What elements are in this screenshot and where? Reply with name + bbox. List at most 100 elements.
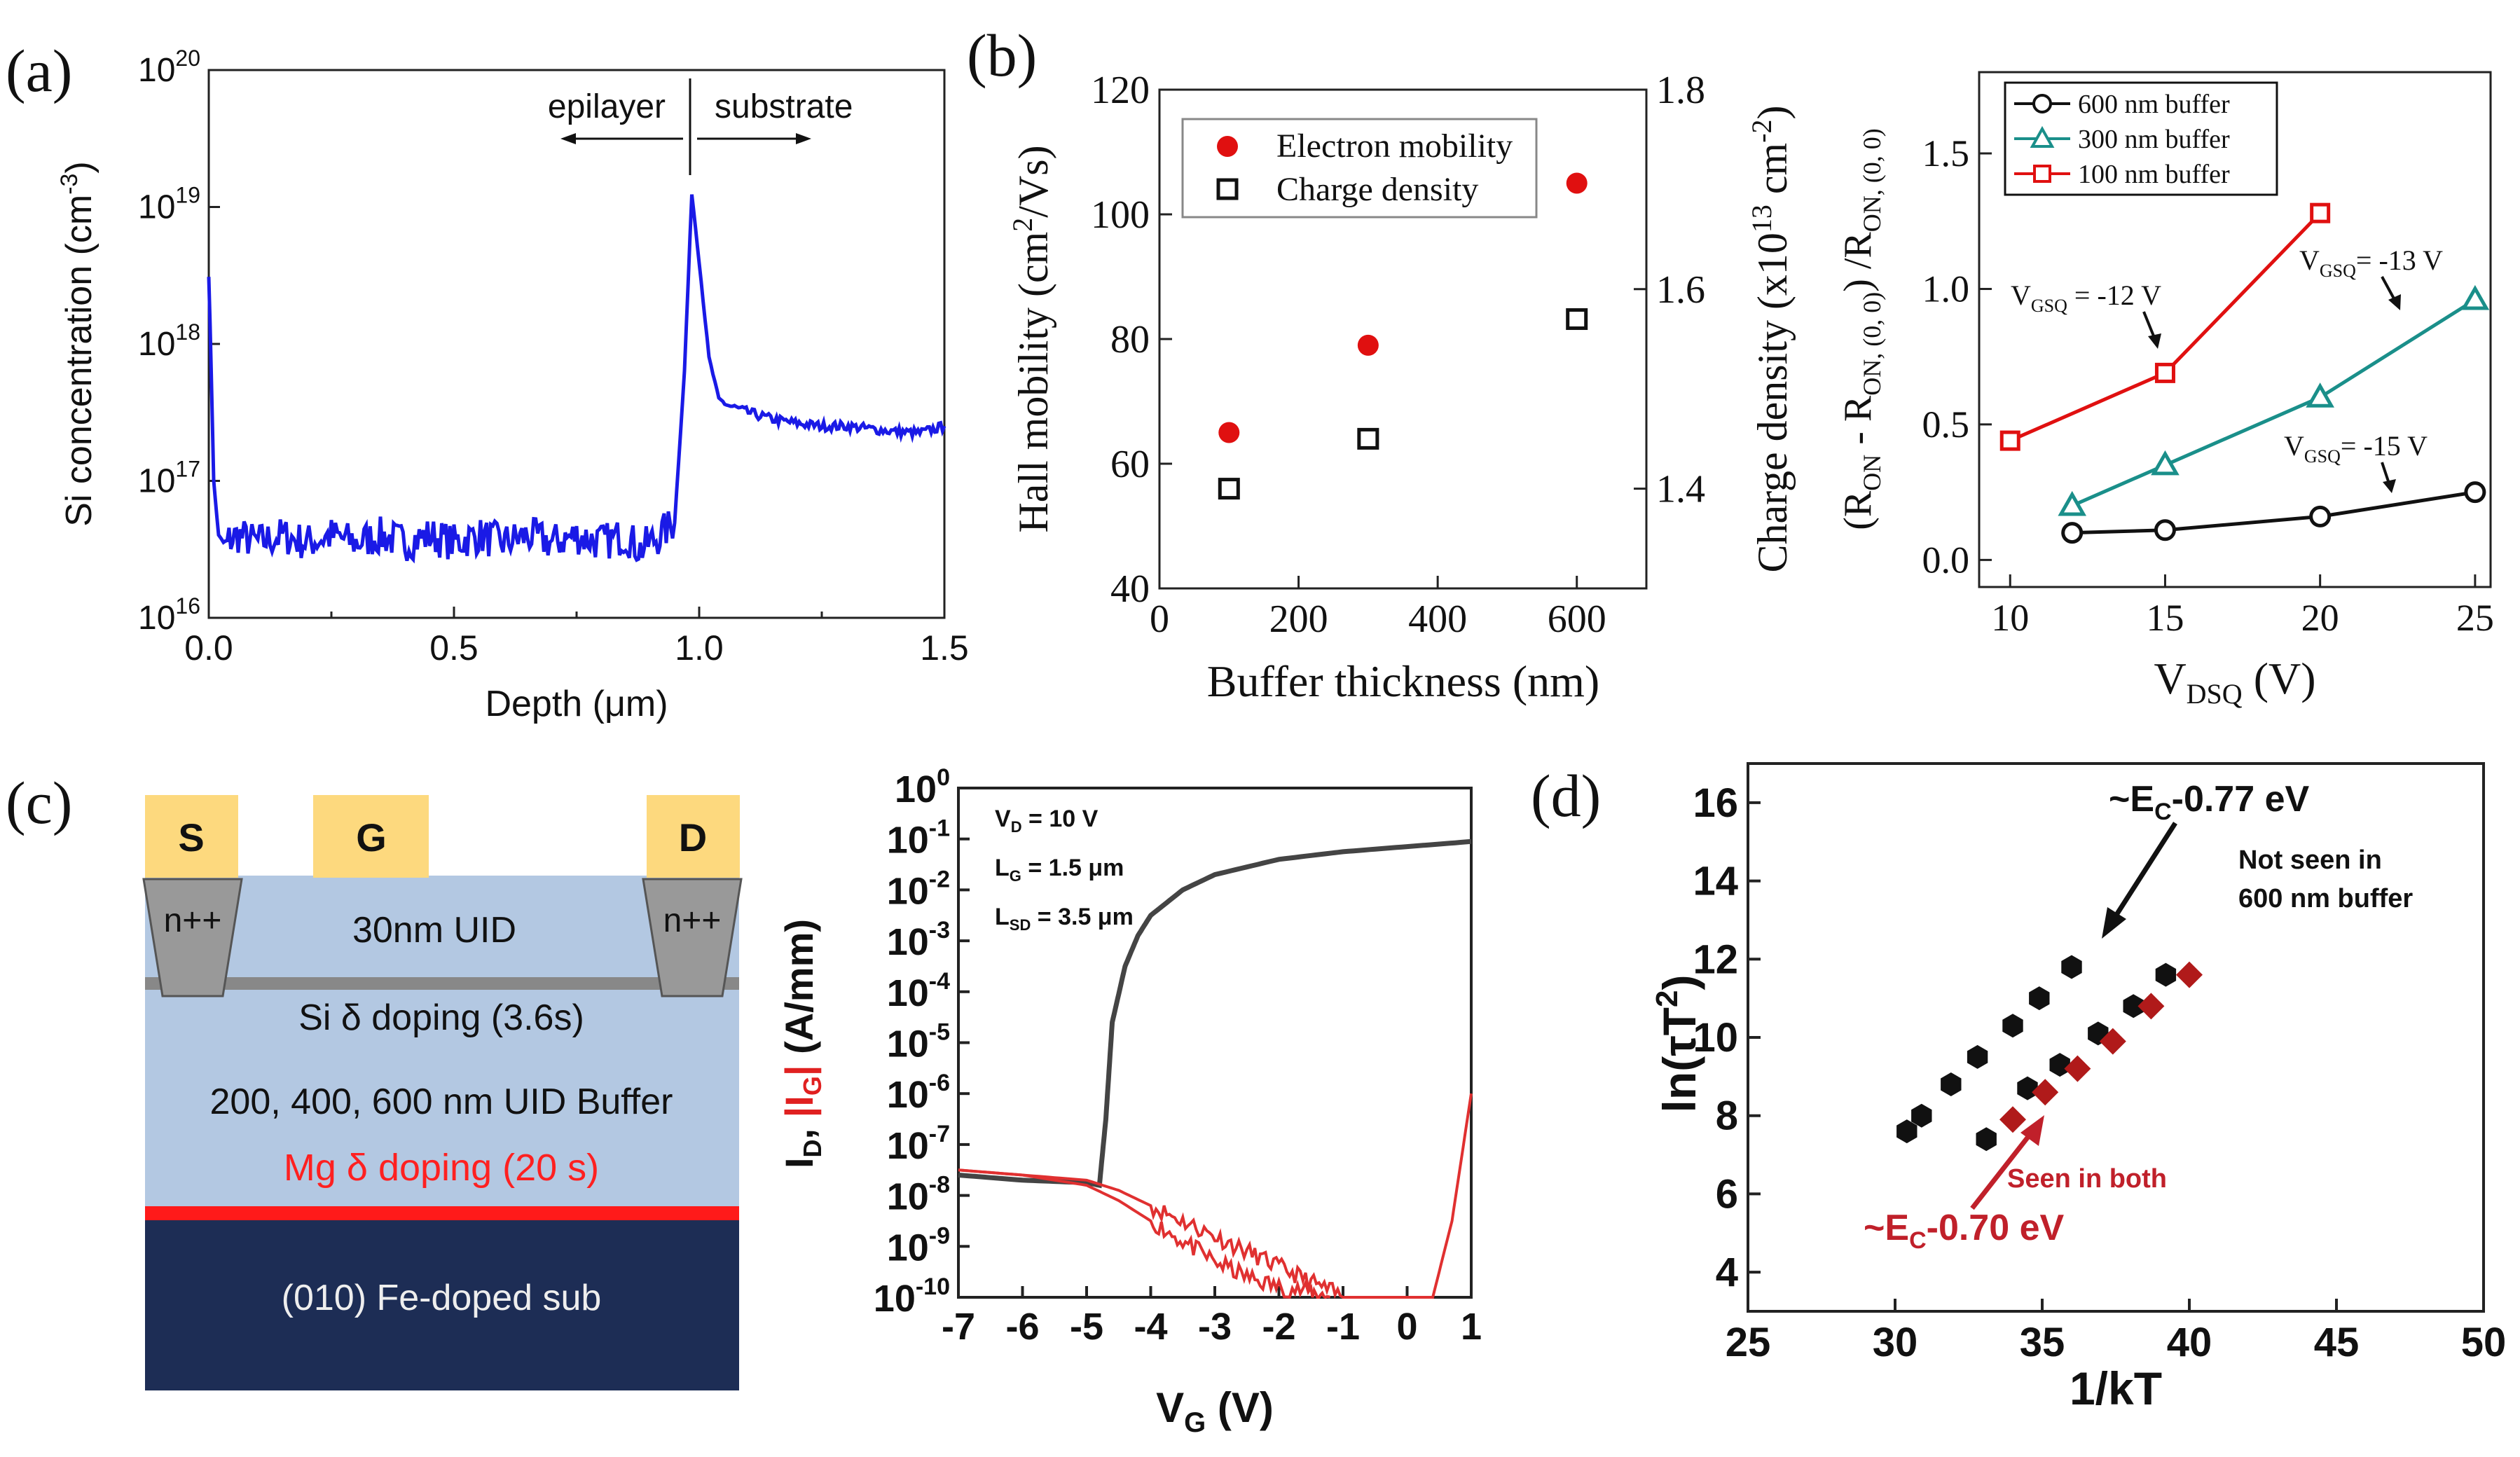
layer-label-sub: (010) Fe-doped sub bbox=[282, 1278, 602, 1318]
chart-d-ytick-label: 8 bbox=[1716, 1093, 1738, 1139]
chart-b2-xlabel: VDSQ (V) bbox=[2154, 654, 2315, 710]
chart-d-point-hex bbox=[2061, 955, 2081, 979]
chart-c2-ytick-label: 10-1 bbox=[887, 815, 950, 862]
chart-d-arrowhead-077 bbox=[2102, 907, 2126, 939]
chart-c2-xlabel: VG (V) bbox=[1156, 1384, 1274, 1438]
chart-b1-xlabel: Buffer thickness (nm) bbox=[1207, 656, 1599, 706]
chart-b2-point bbox=[2464, 289, 2486, 308]
chart-b2-line-1 bbox=[2072, 300, 2475, 506]
chart-a-line bbox=[209, 195, 944, 561]
chart-d-ylabel: ln(τT2) bbox=[1650, 975, 1705, 1113]
chart-c2-xtick-label: -2 bbox=[1262, 1306, 1295, 1348]
chart-d-arrow-077 bbox=[2110, 823, 2175, 925]
chart-b1-point-charge bbox=[1220, 480, 1238, 498]
chart-c2-ytick-label: 10-7 bbox=[887, 1121, 950, 1167]
chart-b2-point bbox=[2309, 386, 2332, 406]
chart-d-annot-seenboth: Seen in both bbox=[2007, 1164, 2167, 1194]
chart-d-xlabel: 1/kT bbox=[2070, 1362, 2162, 1414]
chart-b1-legend-marker-mobility bbox=[1217, 136, 1238, 157]
chart-d-ytick-label: 6 bbox=[1716, 1171, 1738, 1217]
chart-b2-annot-12-arrow bbox=[2144, 312, 2154, 338]
chart-d-point-hex bbox=[2017, 1077, 2037, 1100]
chart-c2-ytick-label: 10-6 bbox=[887, 1070, 950, 1116]
chart-b1-ytick-label: 120 bbox=[1091, 69, 1150, 112]
chart-d-annot-notseen2: 600 nm buffer bbox=[2238, 884, 2413, 913]
chart-b1-ytick-label: 60 bbox=[1110, 443, 1150, 486]
chart-c2-curve-2 bbox=[958, 1170, 1330, 1297]
chart-b2-legend-marker-100 bbox=[2034, 166, 2050, 181]
chart-c2-curve-0 bbox=[958, 841, 1471, 1185]
chart-b2-point bbox=[2061, 495, 2084, 514]
chart-c2-ytick-label: 10-4 bbox=[887, 968, 950, 1014]
chart-b1-y2tick-label: 1.4 bbox=[1656, 468, 1705, 511]
chart-b1-legend-charge: Charge density bbox=[1276, 171, 1478, 208]
chart-d-point-diamond bbox=[1999, 1106, 2026, 1133]
chart-d-point-hex bbox=[2156, 963, 2176, 987]
chart-c2-xtick-label: -3 bbox=[1198, 1306, 1232, 1348]
chart-b2-point bbox=[2154, 454, 2176, 474]
chart-d: 25 30 35 40 45 5046810121416 ~EC-0.77 eV Not … bbox=[1650, 764, 2506, 1414]
contact-drain-label: D bbox=[679, 815, 707, 859]
chart-d-ytick-label: 16 bbox=[1693, 780, 1738, 826]
chart-b2-xtick-label: 25 bbox=[2456, 597, 2494, 639]
chart-b2-annot-15-arrowhead bbox=[2383, 479, 2396, 493]
chart-d-xtick-label: 50 bbox=[2461, 1320, 2507, 1365]
chart-b2-point bbox=[2156, 364, 2173, 381]
chart-b2-ytick-label: 1.0 bbox=[1922, 268, 1970, 310]
chart-b2-annot-15: VGSQ= -15 V bbox=[2284, 430, 2428, 467]
chart-d-xtick-label: 30 bbox=[1873, 1320, 1918, 1365]
chart-a-annot-substrate: substrate bbox=[715, 88, 853, 125]
chart-a-arrowhead-right bbox=[796, 133, 811, 144]
chart-b2-xtick-label: 15 bbox=[2146, 597, 2184, 639]
chart-c2-ytick-label: 10-5 bbox=[887, 1019, 950, 1065]
chart-d-annot-notseen1: Not seen in bbox=[2238, 845, 2382, 875]
chart-c2-xtick-label: -4 bbox=[1134, 1306, 1167, 1348]
chart-b1-point-mobility bbox=[1358, 335, 1379, 356]
implant-label-drain: n++ bbox=[663, 902, 722, 939]
chart-b2-annot-12: VGSQ = -12 V bbox=[2011, 279, 2161, 316]
chart-d-point-hex bbox=[2002, 1014, 2023, 1037]
figure-canvas: (a) (b) (c) (d) 0.0 0.5 1.0 1.5101610171018… bbox=[0, 0, 2520, 1457]
implant-label-source: n++ bbox=[164, 902, 222, 939]
chart-a-xtick-label: 0.5 bbox=[429, 628, 478, 668]
panel-label-c: (c) bbox=[6, 769, 72, 836]
chart-d-point-hex bbox=[2029, 986, 2049, 1010]
layer-label-uid: 30nm UID bbox=[352, 910, 516, 951]
chart-b2-line-0 bbox=[2072, 492, 2475, 533]
chart-b2-legend-300: 300 nm buffer bbox=[2078, 125, 2230, 154]
chart-b1-xtick-label: 600 bbox=[1548, 598, 1606, 641]
chart-a-xtick-label: 1.0 bbox=[675, 628, 724, 668]
chart-b2-ytick-label: 0.5 bbox=[1922, 403, 1970, 446]
contact-source-label: S bbox=[178, 815, 204, 859]
chart-b2-ytick-label: 1.5 bbox=[1922, 132, 1970, 174]
layer-mg-delta-doping bbox=[145, 1206, 739, 1220]
panel-label-a: (a) bbox=[6, 37, 72, 104]
chart-b1: 0 200 400 6004060801001201.41.61.8 Electron… bbox=[1007, 69, 1796, 706]
chart-b1-y2tick-label: 1.6 bbox=[1656, 268, 1705, 312]
chart-d-point-diamond bbox=[2137, 993, 2164, 1019]
chart-d-xtick-label: 45 bbox=[2314, 1320, 2360, 1365]
chart-b1-ylabel: Hall mobility (cm2/Vs) bbox=[1007, 145, 1056, 532]
panel-label-d: (d) bbox=[1531, 762, 1601, 829]
chart-c2-ytick-label: 10-8 bbox=[887, 1172, 950, 1218]
chart-b1-point-charge bbox=[1568, 310, 1586, 329]
chart-d-point-hex bbox=[1976, 1127, 1997, 1151]
chart-a-ytick-label: 1019 bbox=[138, 183, 200, 226]
chart-c2-ytick-label: 10-3 bbox=[887, 917, 950, 963]
chart-d-xtick-label: 25 bbox=[1726, 1320, 1771, 1365]
chart-b2-legend-marker-600 bbox=[2034, 95, 2051, 112]
chart-a-ytick-label: 1017 bbox=[138, 457, 200, 500]
contact-gate-label: G bbox=[356, 815, 387, 859]
device-diagram: S G D n++ n++ 30nm UID Si δ doping (3.6s… bbox=[144, 795, 741, 1390]
chart-d-point-hex bbox=[1967, 1045, 1988, 1069]
chart-a-xtick-label: 1.5 bbox=[920, 628, 969, 668]
chart-b1-legend-mobility: Electron mobility bbox=[1276, 127, 1513, 165]
chart-a-ylabel: Si concentration (cm-3) bbox=[56, 161, 99, 527]
chart-b2-annot-12-arrowhead bbox=[2148, 333, 2161, 349]
chart-b1-ytick-label: 80 bbox=[1110, 318, 1150, 361]
chart-b2-annot-15-arrow bbox=[2382, 462, 2389, 483]
chart-b2-ytick-label: 0.0 bbox=[1922, 539, 1970, 581]
chart-b2-point bbox=[2063, 524, 2081, 542]
chart-b1-y2label: Charge density (x1013 cm-2) bbox=[1746, 105, 1796, 572]
chart-d-point-diamond bbox=[2176, 962, 2203, 988]
